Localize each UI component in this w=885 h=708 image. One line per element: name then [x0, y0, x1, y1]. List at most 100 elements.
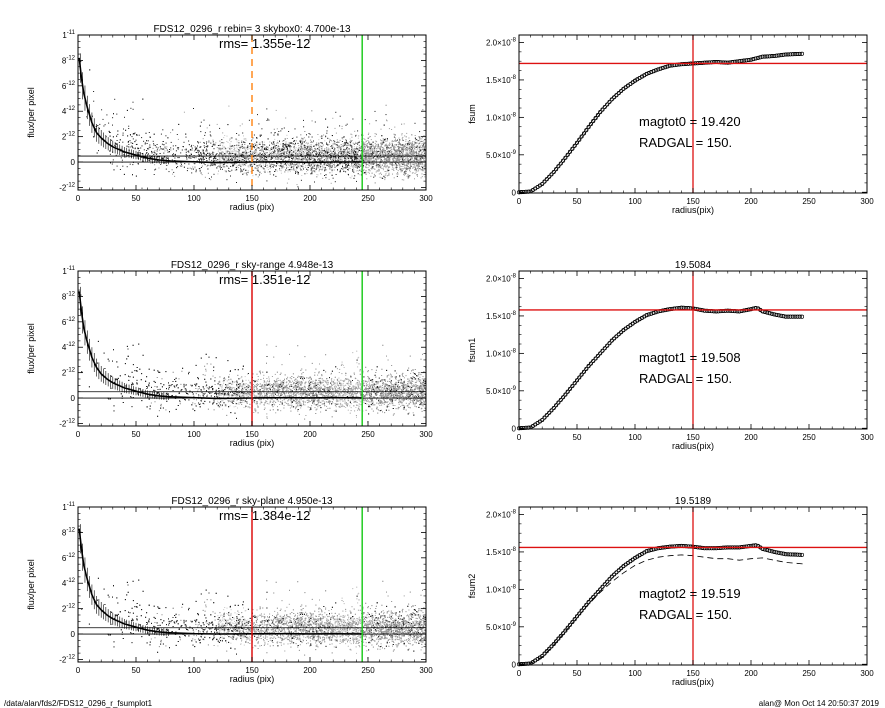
fsum-point: [797, 314, 802, 319]
fsum-point: [572, 617, 577, 622]
x-tick-label: 200: [744, 669, 758, 678]
fsum-point: [702, 308, 707, 313]
fsum-point: [554, 403, 559, 408]
x-tick-label: 250: [802, 669, 816, 678]
x-tick-label: 300: [419, 430, 433, 439]
radgal-annotation: RADGAL = 150.: [639, 607, 732, 622]
x-tick-label: 150: [245, 430, 259, 439]
fsum-point: [540, 181, 545, 187]
fsum-point: [772, 312, 777, 317]
fsum-point: [567, 386, 573, 391]
y-tick-label: -2-12: [59, 418, 75, 428]
x-tick-label: 300: [419, 666, 433, 675]
radgal-annotation: RADGAL = 150.: [639, 135, 732, 150]
fsum-point: [558, 397, 563, 402]
fsum-point: [572, 143, 577, 148]
fsum-point: [581, 369, 587, 374]
x-tick-label: 50: [132, 666, 141, 675]
fsum-point: [793, 314, 798, 319]
fsum-point: [769, 549, 774, 554]
fsum-point: [646, 312, 651, 317]
fsum-point: [600, 584, 605, 589]
plot-area: [78, 286, 426, 423]
x-tick-label: 100: [187, 194, 201, 203]
fsum-point: [586, 600, 591, 605]
fsum-point: [605, 102, 610, 107]
fsum-point: [619, 566, 624, 571]
fsum-point: [544, 177, 549, 182]
fsum-point: [702, 60, 707, 65]
fsum-point: [783, 552, 788, 557]
fsum-point: [556, 164, 561, 169]
fsum-point: [781, 551, 786, 556]
x-tick-label: 200: [303, 194, 317, 203]
x-tick-label: 150: [686, 433, 700, 442]
y-axis-label: fsum: [467, 104, 477, 124]
y-tick-label: -2-12: [59, 182, 75, 192]
plot-area: [78, 53, 426, 189]
fsum-point: [600, 348, 605, 353]
fsum-point: [667, 544, 672, 549]
fsum-point: [707, 546, 712, 551]
fsum-point: [551, 169, 556, 175]
scatter-points: [80, 61, 426, 189]
x-tick-label: 50: [573, 669, 582, 678]
fsum-point: [607, 577, 612, 582]
fsum-point: [605, 343, 610, 348]
y-tick-label: 2-12: [62, 132, 76, 142]
fsum-point: [598, 587, 603, 592]
fsum-point: [556, 636, 561, 641]
fsum-point: [769, 54, 774, 59]
fsum-point: [579, 134, 584, 139]
fsum-point: [779, 313, 784, 318]
fsum-point: [772, 53, 777, 59]
fsum-point: [774, 53, 779, 58]
y-tick-label: 6-12: [62, 553, 76, 563]
fsum-point: [790, 52, 795, 57]
fsum-point: [598, 110, 603, 115]
y-tick-label: 8-12: [62, 291, 76, 301]
fsum-point: [549, 408, 554, 413]
fsum-point: [544, 649, 549, 654]
y-tick-label: 4-12: [62, 342, 76, 352]
fsum-point: [744, 544, 749, 549]
fsum-point: [679, 62, 684, 67]
x-tick-label: 250: [802, 433, 816, 442]
fsum-point: [651, 310, 656, 315]
fsum-point: [593, 356, 598, 361]
fsum-point: [797, 552, 802, 557]
fsum-point: [588, 361, 593, 366]
fsum-point: [755, 55, 761, 60]
magtot-annotation: magtot1 = 19.508: [639, 350, 741, 365]
y-tick-label: 0: [71, 158, 76, 167]
fsum-point: [567, 622, 573, 627]
chart-title: FDS12_0296_r sky-range 4.948e-13: [171, 260, 334, 271]
y-tick-label: 1.5×10-8: [486, 311, 517, 321]
fsum-point: [670, 544, 675, 549]
fsum-point: [644, 71, 649, 76]
y-tick-label: 6-12: [62, 317, 76, 327]
x-tick-label: 150: [686, 197, 700, 206]
fsum-point: [670, 306, 675, 311]
fsum-point: [547, 410, 552, 415]
profile-error-bars: [80, 524, 169, 637]
fsum-point: [563, 392, 568, 397]
x-tick-label: 300: [419, 194, 433, 203]
fsum-point: [558, 161, 563, 166]
fsum-point: [551, 641, 556, 647]
fsum-point: [748, 57, 754, 62]
fsum-point: [574, 378, 580, 383]
x-tick-label: 200: [303, 666, 317, 675]
fsum-point: [786, 52, 791, 57]
fsum-point: [593, 116, 598, 121]
fsum-point: [616, 91, 621, 96]
fsum-markers: [516, 51, 805, 195]
fsum-point: [795, 314, 800, 319]
fsum-point: [711, 546, 716, 551]
x-axis-label: radius (pix): [230, 674, 275, 684]
fsum-point: [786, 314, 791, 319]
fsum-point: [588, 122, 593, 127]
fsum-point: [577, 375, 582, 380]
fsum-point: [656, 546, 661, 551]
fsum-point: [614, 93, 619, 98]
